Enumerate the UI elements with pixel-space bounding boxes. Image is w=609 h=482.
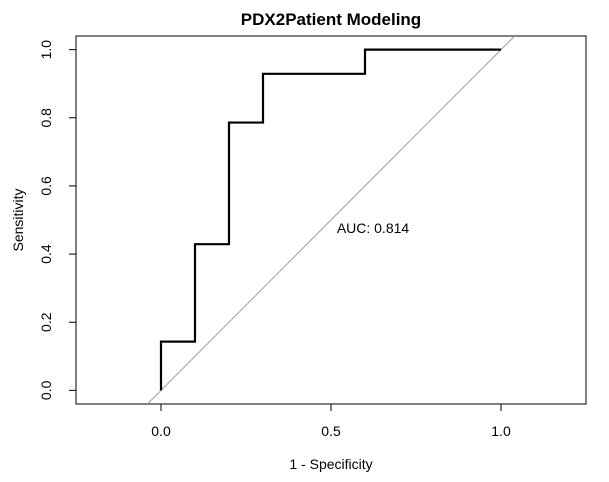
reference-diagonal-line: [147, 35, 515, 405]
x-axis: 0.0 0.5 1.0: [151, 403, 511, 439]
y-tick-label: 0.2: [38, 312, 54, 332]
x-axis-title: 1 - Specificity: [289, 456, 372, 472]
chart-title: PDX2Patient Modeling: [241, 10, 421, 29]
y-axis: 0.0 0.2 0.4 0.6 0.8 1.0: [38, 40, 77, 400]
x-tick-label: 0.5: [321, 423, 341, 439]
y-tick-label: 1.0: [38, 40, 54, 60]
series-layer: [147, 35, 515, 405]
y-tick-label: 0.8: [38, 108, 54, 128]
y-tick-label: 0.6: [38, 176, 54, 196]
roc-curve-line: [159, 48, 501, 391]
x-tick-label: 0.0: [151, 423, 171, 439]
auc-annotation: AUC: 0.814: [337, 220, 410, 236]
x-tick-label: 1.0: [491, 423, 511, 439]
y-tick-label: 0.0: [38, 380, 54, 400]
y-tick-label: 0.4: [38, 244, 54, 264]
y-axis-title: Sensitivity: [10, 188, 26, 251]
